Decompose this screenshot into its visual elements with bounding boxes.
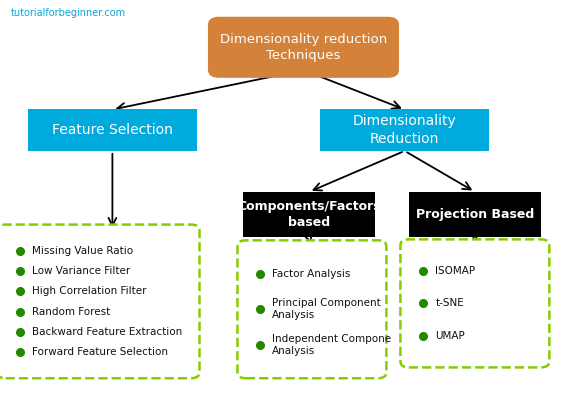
Text: Forward Feature Selection: Forward Feature Selection xyxy=(32,347,168,357)
Text: Principal Component
Analysis: Principal Component Analysis xyxy=(273,298,381,320)
Text: UMAP: UMAP xyxy=(436,331,465,340)
Text: Components/Factors
based: Components/Factors based xyxy=(237,200,381,229)
Text: Feature Selection: Feature Selection xyxy=(52,123,173,137)
FancyBboxPatch shape xyxy=(409,192,541,237)
FancyBboxPatch shape xyxy=(238,240,387,378)
FancyBboxPatch shape xyxy=(243,192,375,237)
FancyBboxPatch shape xyxy=(320,109,489,151)
Text: Low Variance Filter: Low Variance Filter xyxy=(32,266,130,276)
Text: Random Forest: Random Forest xyxy=(32,307,110,317)
Text: Projection Based: Projection Based xyxy=(416,208,534,221)
FancyBboxPatch shape xyxy=(28,109,197,151)
Text: Dimensionality reduction
Techniques: Dimensionality reduction Techniques xyxy=(220,33,387,62)
Text: Missing Value Ratio: Missing Value Ratio xyxy=(32,245,133,256)
FancyBboxPatch shape xyxy=(208,17,399,78)
FancyBboxPatch shape xyxy=(400,240,550,367)
Text: Backward Feature Extraction: Backward Feature Extraction xyxy=(32,327,182,337)
Text: tutorialforbeginner.com: tutorialforbeginner.com xyxy=(11,8,126,18)
Text: Dimensionality
Reduction: Dimensionality Reduction xyxy=(353,114,456,146)
Text: Independent Compone
Analysis: Independent Compone Analysis xyxy=(273,334,391,356)
Text: Factor Analysis: Factor Analysis xyxy=(273,269,351,279)
Text: t-SNE: t-SNE xyxy=(436,298,464,309)
FancyBboxPatch shape xyxy=(0,225,200,378)
Text: ISOMAP: ISOMAP xyxy=(436,266,475,276)
Text: High Correlation Filter: High Correlation Filter xyxy=(32,286,147,296)
